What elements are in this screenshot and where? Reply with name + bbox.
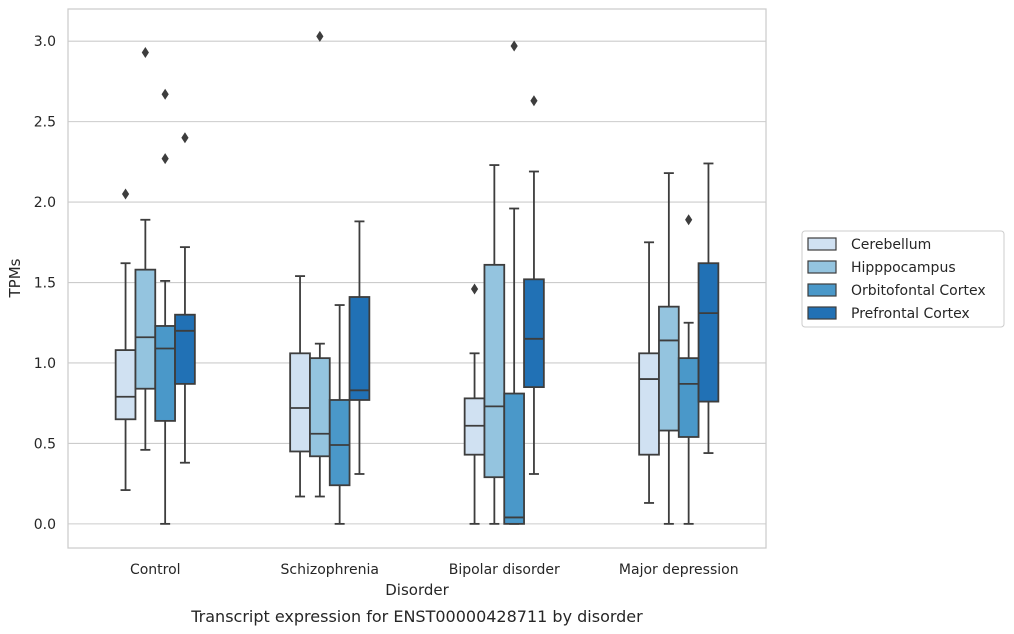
- outlier-point: [141, 46, 149, 58]
- box: [289, 352, 311, 453]
- box-group: [638, 241, 660, 504]
- box: [677, 357, 700, 438]
- y-axis-ticks: 0.0 0.5 1.0 1.5 2.0 2.5 3.0: [34, 34, 56, 533]
- box: [114, 349, 137, 421]
- y-tick-label: 1.5: [34, 276, 56, 292]
- box: [309, 357, 331, 458]
- legend-frame: [801, 230, 1005, 328]
- legend-swatch: [807, 260, 837, 274]
- box-group: [503, 40, 525, 525]
- box: [328, 399, 351, 487]
- box: [134, 268, 157, 390]
- box: [658, 305, 680, 432]
- box-group: [463, 283, 486, 525]
- outlier-point: [316, 30, 324, 42]
- y-tick-label: 0.5: [34, 436, 56, 452]
- outlier-point: [161, 88, 169, 100]
- y-axis-label: TPMs: [6, 258, 24, 298]
- box: [638, 352, 660, 456]
- box: [697, 262, 720, 403]
- outlier-point: [530, 95, 538, 107]
- box: [154, 325, 176, 422]
- box-group: [697, 162, 720, 454]
- outlier-point: [470, 283, 479, 295]
- box-group: [114, 188, 137, 491]
- box: [348, 296, 371, 401]
- y-tick-label: 2.0: [34, 195, 56, 211]
- box-group: [677, 214, 700, 525]
- box-group: [658, 172, 680, 525]
- box: [483, 263, 506, 479]
- outlier-point: [510, 40, 518, 52]
- y-tick-label: 0.0: [34, 517, 56, 533]
- outlier-point: [181, 132, 189, 144]
- box-group: [289, 275, 311, 498]
- legend: Cerebellum Hipppocampus Orbitofontal Corte…: [801, 230, 1005, 328]
- box-group: [328, 304, 351, 525]
- box-group: [174, 132, 196, 464]
- chart-title: Transcript expression for ENST0000042871…: [190, 607, 643, 626]
- legend-swatch: [807, 283, 837, 297]
- box-group: [309, 30, 331, 498]
- y-tick-label: 1.0: [34, 356, 56, 372]
- x-axis-ticks: Control Schizophrenia Bipolar disorder Majo…: [130, 562, 739, 578]
- grid-lines: [68, 40, 766, 525]
- legend-swatch: [807, 306, 837, 320]
- legend-swatch: [807, 237, 837, 251]
- x-tick-label: Control: [130, 562, 181, 578]
- legend-label: Cerebellum: [851, 237, 931, 253]
- box-group: [154, 88, 176, 525]
- box: [503, 392, 525, 525]
- outlier-point: [685, 214, 693, 226]
- y-tick-label: 3.0: [34, 34, 56, 50]
- x-tick-label: Bipolar disorder: [449, 562, 560, 578]
- x-tick-label: Major depression: [619, 562, 739, 578]
- x-tick-label: Schizophrenia: [281, 562, 379, 578]
- legend-label: Hipppocampus: [851, 260, 956, 276]
- box-group: [134, 46, 157, 451]
- box-group: [483, 164, 506, 525]
- outlier-point: [121, 188, 130, 200]
- box: [523, 278, 545, 389]
- plot-frame: [67, 8, 767, 549]
- plot-area: [114, 30, 720, 525]
- x-axis-label: Disorder: [385, 581, 449, 599]
- box-group: [523, 95, 545, 475]
- legend-label: Prefrontal Cortex: [851, 306, 970, 322]
- legend-label: Orbitofontal Cortex: [851, 283, 986, 299]
- y-tick-label: 2.5: [34, 115, 56, 131]
- box-group: [348, 220, 371, 475]
- outlier-point: [161, 153, 169, 165]
- box: [174, 313, 196, 385]
